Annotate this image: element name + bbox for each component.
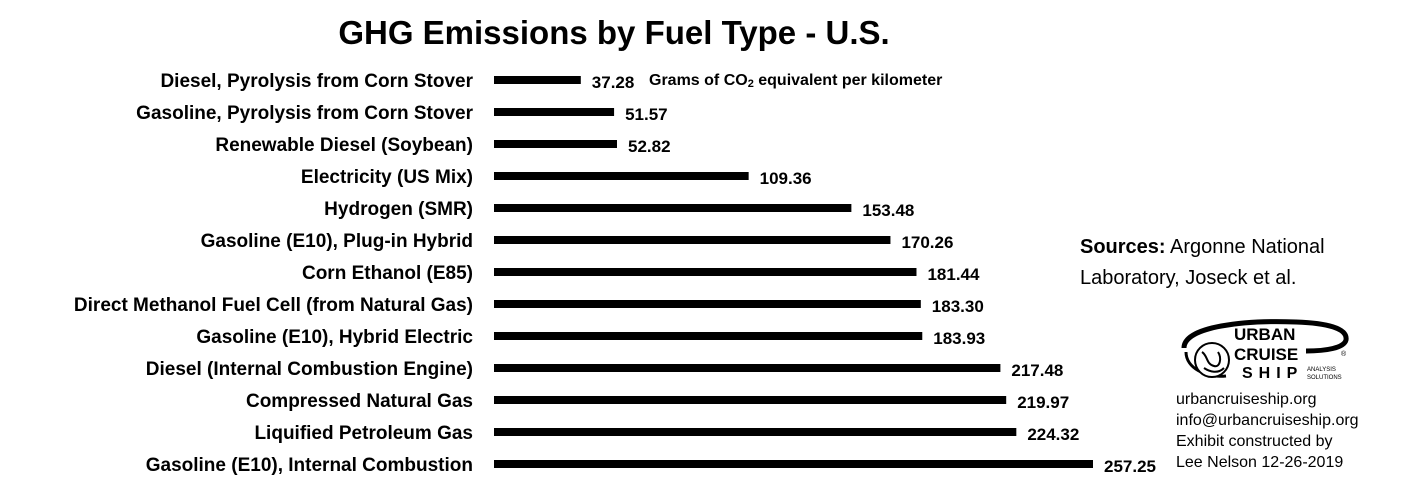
value-label: 181.44: [927, 265, 980, 284]
bar: [494, 140, 617, 148]
bar: [494, 172, 749, 180]
value-label: 170.26: [901, 233, 953, 252]
value-label: 183.93: [933, 329, 985, 348]
logo-globe: [1194, 342, 1230, 378]
value-label: 183.30: [932, 297, 984, 316]
value-label: 257.25: [1104, 457, 1156, 476]
category-label: Liquified Petroleum Gas: [254, 423, 473, 444]
urban-cruise-ship-logo: URBAN CRUISE SHIP ANALYSIS SOLUTIONS ®: [1181, 319, 1349, 382]
category-label: Gasoline, Pyrolysis from Corn Stover: [136, 103, 473, 124]
bar: [494, 364, 1001, 372]
bar: [494, 204, 852, 212]
chart-title: GHG Emissions by Fuel Type - U.S.: [338, 14, 890, 51]
logo-word-cruise: CRUISE: [1234, 345, 1298, 364]
sources-line-2: Laboratory, Joseck et al.: [1080, 267, 1297, 289]
value-label: 219.97: [1017, 393, 1069, 412]
bar: [494, 332, 923, 340]
logo-tag-analysis: ANALYSIS: [1307, 367, 1336, 373]
category-label: Diesel (Internal Combustion Engine): [146, 359, 473, 380]
unit-label-rest: equivalent per kilometer: [753, 72, 943, 89]
logo-tag-solutions: SOLUTIONS: [1307, 375, 1342, 381]
logo-globe-detail: [1201, 351, 1225, 373]
credits: urbancruiseship.org info@urbancruiseship…: [1176, 389, 1396, 473]
bars-layer: Diesel, Pyrolysis from Corn Stover 37.28 G…: [74, 71, 1156, 476]
category-label: Direct Methanol Fuel Cell (from Natural …: [74, 295, 473, 316]
sources-line-1: Argonne National: [1165, 236, 1325, 258]
category-label: Hydrogen (SMR): [324, 199, 473, 220]
category-label: Electricity (US Mix): [301, 167, 473, 188]
category-label: Renewable Diesel (Soybean): [215, 135, 473, 156]
sources-heading: Sources:: [1080, 236, 1166, 258]
logo-word-ship: SHIP: [1242, 365, 1303, 382]
credits-website: urbancruiseship.org: [1176, 391, 1317, 408]
credits-email: info@urbancruiseship.org: [1176, 412, 1359, 429]
bar: [494, 268, 917, 276]
value-label: 51.57: [625, 105, 668, 124]
unit-label-main: Grams of CO: [649, 72, 748, 89]
category-label: Compressed Natural Gas: [246, 391, 473, 412]
sources-note: Sources: Argonne National Laboratory, Jo…: [1080, 232, 1380, 294]
value-label: 109.36: [760, 169, 812, 188]
logo-registered-mark: ®: [1341, 350, 1347, 358]
value-label: 217.48: [1011, 361, 1063, 380]
logo-swoosh: [1181, 319, 1349, 354]
value-label: 153.48: [862, 201, 914, 220]
bar: [494, 76, 581, 84]
bar: [494, 236, 891, 244]
unit-label: Grams of CO2 equivalent per kilometer: [649, 72, 942, 90]
unit-label-subscript: 2: [747, 78, 754, 90]
category-label: Corn Ethanol (E85): [302, 263, 473, 284]
logo-word-urban: URBAN: [1234, 325, 1295, 344]
value-label: 37.28: [592, 73, 635, 92]
bar: [494, 428, 1017, 436]
bar: [494, 108, 615, 116]
bar: [494, 300, 921, 308]
value-label: 224.32: [1027, 425, 1079, 444]
bar: [494, 460, 1093, 468]
credits-constructed-by: Exhibit constructed by: [1176, 433, 1333, 450]
bar: [494, 396, 1007, 404]
credits-author-date: Lee Nelson 12-26-2019: [1176, 454, 1344, 471]
category-label: Gasoline (E10), Hybrid Electric: [196, 327, 473, 348]
category-label: Diesel, Pyrolysis from Corn Stover: [160, 71, 473, 92]
category-label: Gasoline (E10), Internal Combustion: [146, 455, 473, 476]
category-label: Gasoline (E10), Plug-in Hybrid: [201, 231, 473, 252]
value-label: 52.82: [628, 137, 671, 156]
